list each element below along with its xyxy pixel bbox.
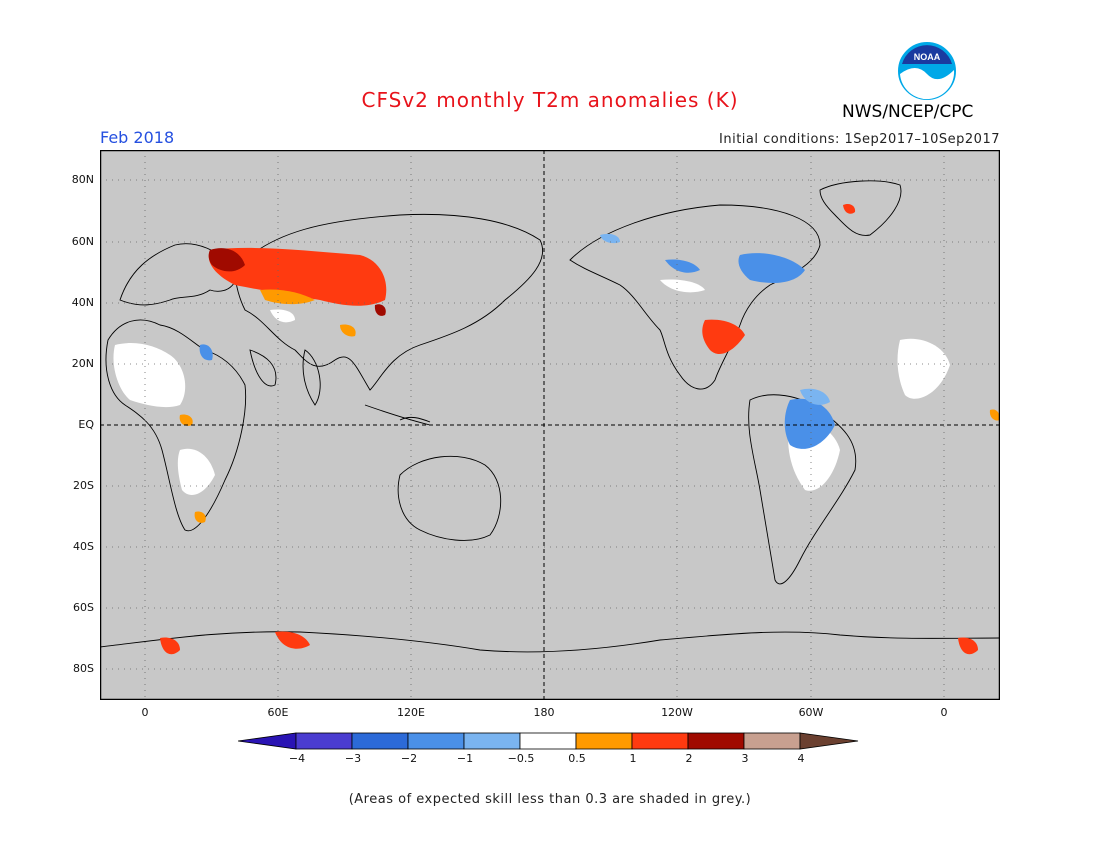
- coastlines: [100, 180, 1000, 653]
- lat-label: 80N: [71, 173, 94, 186]
- color-bar: [238, 732, 859, 750]
- strong-warm-regions: [208, 248, 386, 316]
- anomaly-map: [100, 150, 1000, 700]
- legend-swatch: [463, 732, 521, 750]
- moderate-warm-regions: [179, 289, 1000, 523]
- lon-label: 60E: [267, 706, 289, 719]
- agency-label: NWS/NCEP/CPC: [842, 102, 974, 122]
- legend-swatch: [519, 732, 577, 750]
- legend-label: 4: [797, 752, 805, 765]
- warm-anomaly-regions: [160, 203, 978, 655]
- lon-label: 0: [141, 706, 149, 719]
- lat-label: 60N: [71, 235, 94, 248]
- legend-label: −4: [288, 752, 306, 765]
- valid-month-label: Feb 2018: [100, 128, 175, 147]
- weak-cold-regions: [600, 233, 830, 405]
- legend-swatch-arrow-high: [799, 732, 859, 750]
- legend-swatch: [351, 732, 409, 750]
- lat-label: 40N: [71, 296, 94, 309]
- chart-title: CFSv2 monthly T2m anomalies (K): [361, 88, 739, 112]
- legend-swatch: [295, 732, 353, 750]
- lat-label: 20S: [73, 479, 94, 492]
- lon-label: 120W: [661, 706, 693, 719]
- legend-swatch: [631, 732, 689, 750]
- noaa-logo: NOAA: [896, 40, 958, 102]
- initial-conditions-label: Initial conditions: 1Sep2017–10Sep2017: [719, 132, 1000, 147]
- legend-label: −1: [456, 752, 474, 765]
- lat-label: 60S: [73, 601, 94, 614]
- legend-label: 0.5: [568, 752, 586, 765]
- legend-label: 2: [685, 752, 693, 765]
- grid-lines: [100, 150, 1000, 700]
- legend-swatch: [407, 732, 465, 750]
- legend-swatch: [575, 732, 633, 750]
- lon-label: 60W: [798, 706, 824, 719]
- footnote: (Areas of expected skill less than 0.3 a…: [348, 792, 752, 807]
- legend-swatch-arrow-low: [238, 732, 297, 750]
- lon-label: 120E: [397, 706, 425, 719]
- equator-dateline: [100, 150, 1000, 700]
- logo-text: NOAA: [914, 52, 941, 62]
- lon-label: 0: [940, 706, 948, 719]
- lon-label: 180: [533, 706, 555, 719]
- cold-anomaly-regions: [199, 253, 835, 449]
- lat-label: EQ: [78, 418, 94, 431]
- lat-label: 80S: [73, 662, 94, 675]
- legend-label: 1: [629, 752, 637, 765]
- map-frame: [100, 150, 1000, 700]
- legend-label: 3: [741, 752, 749, 765]
- legend-label: −3: [344, 752, 362, 765]
- legend-label: −2: [400, 752, 418, 765]
- lat-label: 40S: [73, 540, 94, 553]
- lat-label: 20N: [71, 357, 94, 370]
- legend-label: −0.5: [507, 752, 535, 765]
- legend-swatch: [743, 732, 801, 750]
- legend-swatch: [687, 732, 745, 750]
